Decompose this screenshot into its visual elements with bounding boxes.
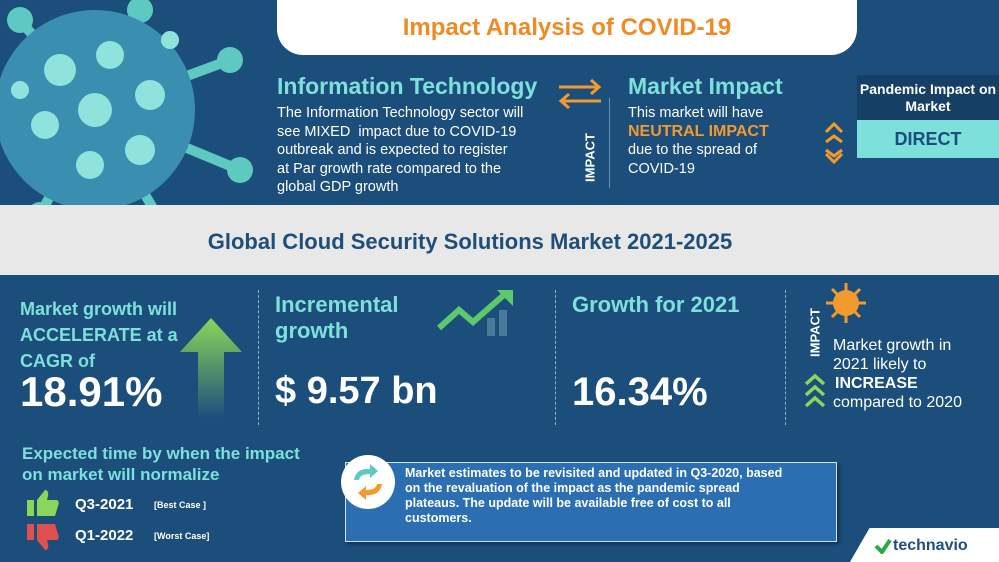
- text-line: compared to 2020: [833, 394, 962, 411]
- highlight: NEUTRAL IMPACT: [628, 122, 769, 140]
- sector-title: Information Technology: [277, 73, 538, 99]
- text-line: The Information Technology sector will: [277, 105, 524, 121]
- title-banner: [277, 0, 857, 55]
- impact-label: IMPACT: [807, 308, 823, 357]
- market-impact-title: Market Impact: [628, 73, 783, 99]
- best-case-note: [Best Case ]: [154, 500, 207, 510]
- kpi-label: Market growth will ACCELERATE at a CAGR …: [20, 299, 178, 371]
- divider: [258, 290, 259, 425]
- thumbs-down: [27, 524, 59, 550]
- kpi-label: Incremental growth: [275, 292, 399, 343]
- up-chevrons: [804, 373, 826, 408]
- kpi-value: 18.91%: [20, 368, 163, 415]
- worst-case-note: [Worst Case]: [154, 531, 210, 541]
- notice-text: Market estimates to be revisited and upd…: [405, 466, 783, 525]
- text-line: This market will have: [628, 105, 764, 121]
- brand-name: technavio: [893, 537, 968, 554]
- divider: [555, 290, 556, 425]
- chevrons: [824, 121, 844, 165]
- kpi-label: Growth for 2021: [572, 292, 740, 317]
- notice-box: [345, 462, 837, 542]
- highlight: INCREASE: [835, 375, 918, 392]
- market-impact-body: This market will have NEUTRAL IMPACT due…: [628, 104, 769, 178]
- outlook-text: Market growth in 2021 likely to INCREASE…: [833, 336, 962, 412]
- market-title: Global Cloud Security Solutions Market 2…: [207, 229, 733, 254]
- text-line: due to the spread of: [628, 142, 757, 158]
- refresh-icon: [341, 455, 395, 509]
- text-line: 2021 likely to: [833, 356, 927, 373]
- worst-case-period: Q1-2022: [75, 527, 134, 544]
- sector-body: The Information Technology sector will s…: [277, 104, 523, 197]
- text-line: global GDP growth: [277, 179, 399, 195]
- up-arrow: [180, 318, 242, 418]
- text-line: see MIXED impact due to COVID-19: [277, 123, 517, 140]
- divider: [785, 290, 786, 425]
- growth-icon: [436, 290, 513, 336]
- text-line: COVID-19: [628, 160, 695, 177]
- thumbs-up: [27, 490, 59, 516]
- sun-icon: [826, 283, 866, 323]
- header-title: Impact Analysis of COVID-19: [402, 14, 732, 41]
- title-band: [0, 205, 999, 275]
- text-line: outbreak and is expected to register: [277, 142, 508, 158]
- exchange-arrows: [558, 78, 602, 110]
- normalization-title: Expected time by when the impact on mark…: [22, 444, 300, 484]
- kpi-value: 16.34%: [572, 370, 708, 414]
- virus-illustration: [0, 0, 253, 230]
- pandemic-impact-value: DIRECT: [857, 120, 999, 158]
- impact-label: IMPACT: [582, 133, 598, 182]
- brand-icon: [874, 538, 892, 554]
- kpi-value: $ 9.57 bn: [275, 370, 438, 412]
- divider: [609, 98, 610, 188]
- text-line: Market growth in: [833, 337, 952, 354]
- pandemic-impact-label: Pandemic Impact on Market: [857, 75, 999, 120]
- text-line: at Par growth rate compared to the: [277, 160, 502, 177]
- best-case-period: Q3-2021: [75, 496, 134, 513]
